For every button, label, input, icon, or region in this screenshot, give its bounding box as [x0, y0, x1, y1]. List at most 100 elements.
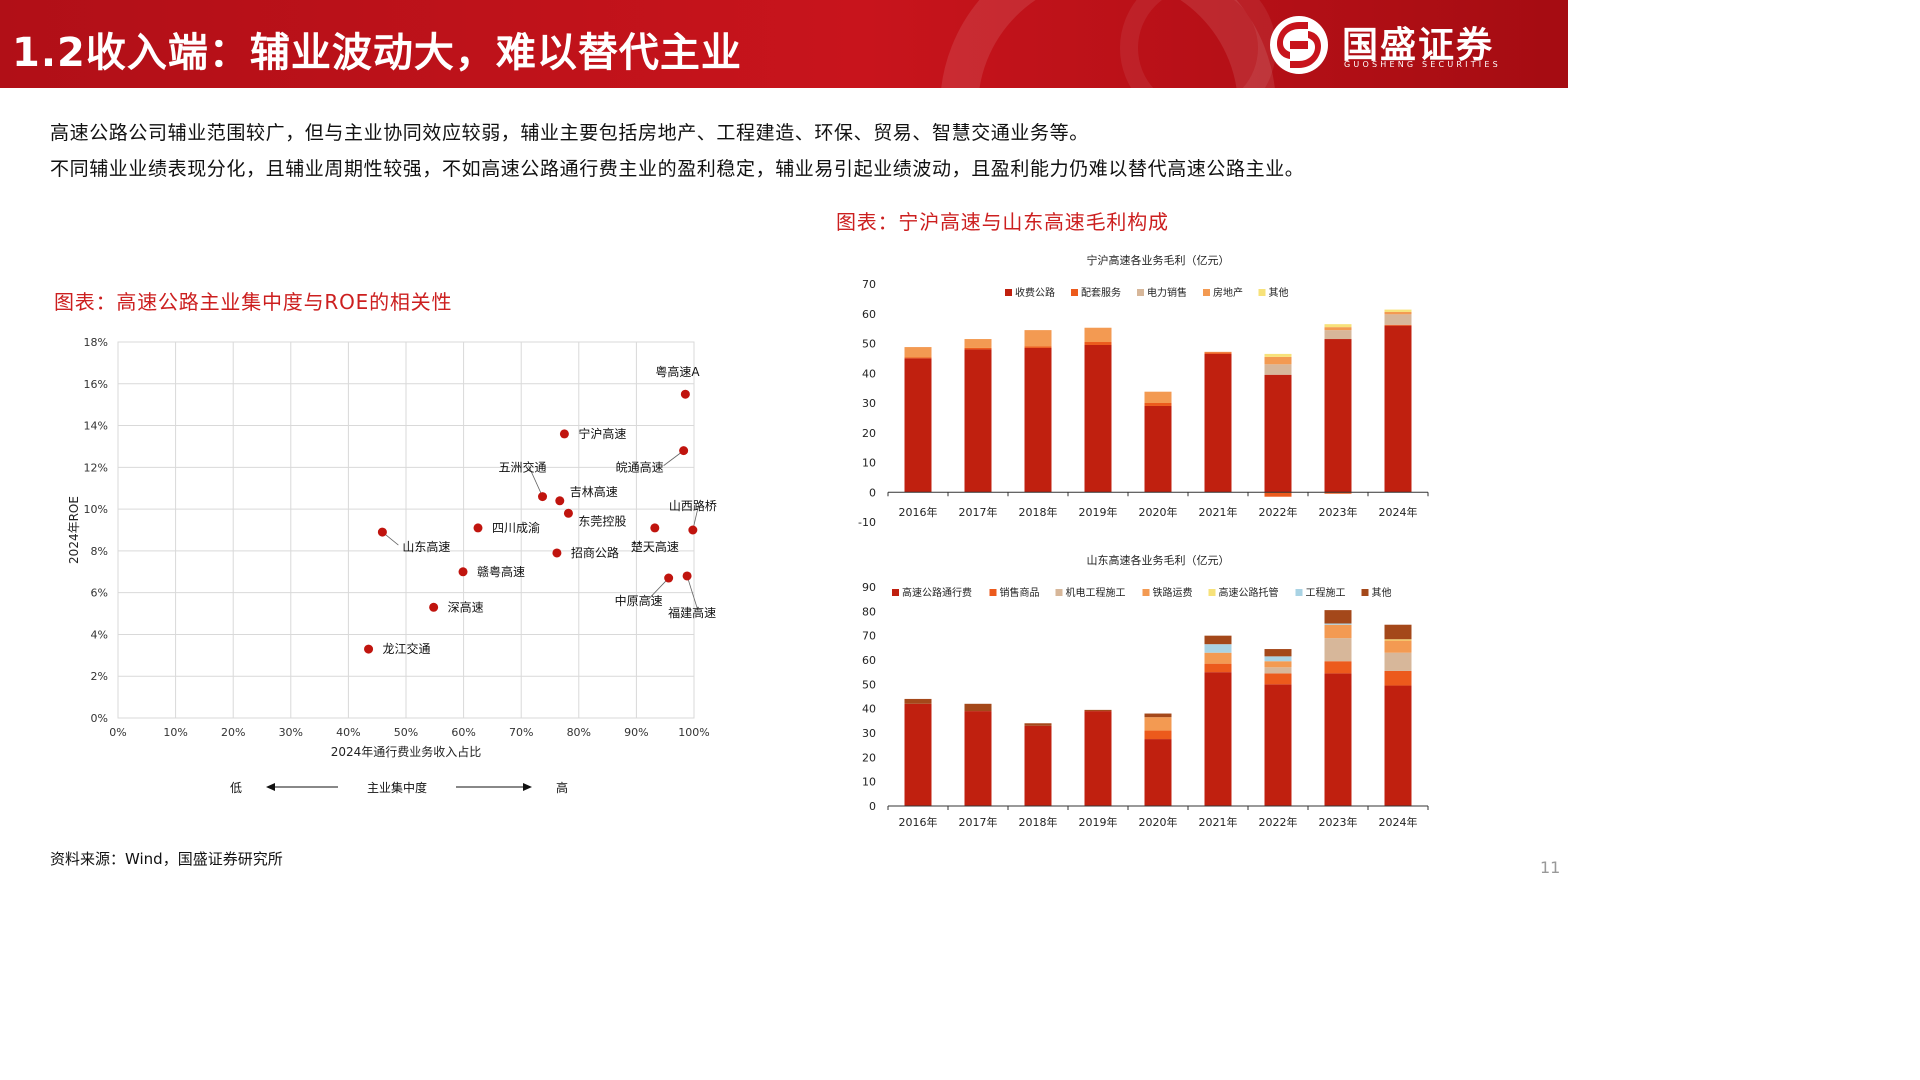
x-category-label: 2022年	[1259, 505, 1298, 519]
bar-segment	[964, 347, 992, 350]
point-label: 山西路桥	[669, 498, 717, 513]
bar-segment	[964, 703, 992, 712]
y-tick-label: 60	[862, 654, 876, 667]
bar-segment	[1144, 405, 1172, 493]
scatter-point	[680, 389, 690, 399]
y-tick-label: 40	[862, 703, 876, 716]
x-category-label: 2022年	[1259, 815, 1298, 829]
y-axis-title: 2024年ROE	[67, 496, 81, 564]
bar-segment	[1324, 610, 1352, 624]
bar-segment	[1024, 346, 1052, 348]
page-title: 1.2收入端：辅业波动大，难以替代主业	[12, 30, 742, 76]
x-tick-label: 20%	[221, 726, 245, 739]
bar-segment	[964, 711, 992, 806]
scatter-point	[552, 548, 562, 558]
bar-segment	[1144, 730, 1172, 740]
legend-swatch	[1295, 589, 1303, 596]
point-label: 中原高速	[615, 593, 663, 608]
bar-segment	[1024, 723, 1052, 726]
bar-segment	[1264, 661, 1292, 668]
y-tick-label: 30	[862, 727, 876, 740]
bar-segment	[904, 703, 932, 806]
scatter-point	[664, 573, 674, 583]
y-tick-label: 16%	[84, 378, 108, 391]
y-tick-label: 0	[869, 800, 876, 813]
page-number: 11	[1540, 858, 1561, 877]
point-label: 皖通高速	[616, 460, 664, 475]
legend-swatch	[1071, 289, 1078, 296]
bar-segment	[1324, 623, 1352, 625]
header-decoration-small	[1120, 0, 1276, 88]
legend-label: 房地产	[1213, 286, 1243, 299]
y-tick-label: 70	[862, 278, 876, 291]
bar-segment	[1024, 725, 1052, 806]
point-label: 赣粤高速	[477, 564, 525, 579]
legend-label: 高速公路通行费	[902, 586, 972, 599]
source-note: 资料来源：Wind，国盛证券研究所	[50, 850, 283, 868]
y-tick-label: 30	[862, 397, 876, 410]
bar-segment	[1324, 324, 1352, 328]
x-tick-label: 40%	[336, 726, 360, 739]
bar-segment	[1384, 685, 1412, 806]
legend-swatch	[1203, 289, 1210, 296]
x-category-label: 2020年	[1139, 815, 1178, 829]
bar-segment	[1144, 391, 1172, 403]
y-tick-label: 0%	[91, 712, 108, 725]
y-tick-label: 12%	[84, 461, 108, 474]
scatter-point	[563, 508, 573, 518]
x-tick-label: 90%	[624, 726, 648, 739]
bar-segment	[964, 339, 992, 348]
scatter-point	[473, 523, 483, 533]
x-category-label: 2018年	[1019, 815, 1058, 829]
y-tick-label: 8%	[91, 545, 108, 558]
bar-segment	[1384, 325, 1412, 493]
scatter-point	[458, 567, 468, 577]
body-paragraph-2: 不同辅业业绩表现分化，且辅业周期性较强，不如高速公路通行费主业的盈利稳定，辅业易…	[50, 158, 1305, 180]
y-tick-label: 20	[862, 751, 876, 764]
bar-segment	[1324, 339, 1352, 493]
bar-segment	[904, 357, 932, 359]
x-category-label: 2016年	[899, 815, 938, 829]
x-tick-label: 0%	[109, 726, 126, 739]
legend-swatch	[989, 589, 997, 596]
y-tick-label: 80	[862, 605, 876, 618]
bar-segment	[904, 347, 932, 358]
bar-segment	[1324, 624, 1352, 639]
bar-segment	[1204, 351, 1232, 353]
ninghu-profit-bar-chart: 宁沪高速各业务毛利（亿元） 收费公路 配套服务 电力销售 房地产 其他 -10 0 10 20 30…	[858, 253, 1429, 529]
bar-segment	[1384, 639, 1412, 641]
y-tick-label: 50	[862, 678, 876, 691]
logo-mark-icon	[1270, 16, 1328, 74]
point-label: 五洲交通	[499, 460, 547, 475]
legend-label: 收费公路	[1015, 286, 1055, 299]
bar-segment	[1024, 330, 1052, 347]
bar-segment	[1384, 311, 1412, 315]
legend-swatch	[1137, 289, 1144, 296]
point-label: 招商公路	[571, 545, 619, 560]
logo-text: 国盛证券	[1342, 25, 1495, 66]
legend-swatch	[1361, 589, 1369, 596]
x-category-label: 2017年	[959, 505, 998, 519]
point-label: 深高速	[448, 599, 484, 614]
x-category-label: 2021年	[1199, 505, 1238, 519]
y-tick-label: 2%	[91, 670, 108, 683]
arrow-left-head	[266, 783, 275, 791]
bar-segment	[1324, 330, 1352, 340]
y-tick-label: 40	[862, 367, 876, 380]
bar-segment	[1024, 347, 1052, 493]
bar-segment	[1264, 656, 1292, 662]
bar-segment	[1204, 644, 1232, 653]
point-label: 山东高速	[402, 539, 450, 554]
annotation-high: 高	[556, 780, 568, 795]
annotation-middle: 主业集中度	[367, 780, 427, 795]
y-tick-label: 14%	[84, 420, 108, 433]
x-category-label: 2023年	[1319, 815, 1358, 829]
point-label: 福建高速	[668, 605, 716, 620]
bar-segment	[1144, 739, 1172, 806]
bar-segment	[1384, 314, 1412, 325]
bar-segment	[1264, 364, 1292, 375]
legend-label: 配套服务	[1081, 286, 1121, 299]
bar-segment	[1084, 342, 1112, 345]
x-category-label: 2019年	[1079, 815, 1118, 829]
x-category-label: 2024年	[1379, 505, 1418, 519]
